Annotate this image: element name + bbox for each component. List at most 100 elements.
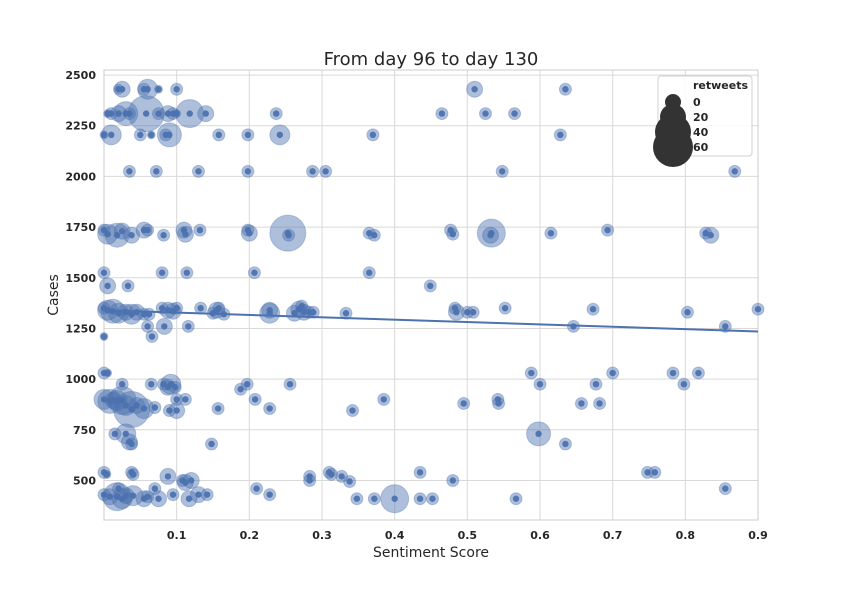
data-point [253,485,260,492]
data-point [244,168,252,175]
legend-label: 0 [693,96,701,109]
data-point [286,380,294,388]
data-point [310,309,317,316]
data-point [151,404,159,411]
data-point [100,131,108,139]
data-point [158,269,166,276]
data-point [128,406,135,413]
data-point [122,492,129,499]
legend: retweets 0 20 40 60 [653,75,753,167]
data-point [285,232,292,239]
data-point [122,402,129,409]
data-point [266,491,273,498]
data-point [535,430,542,438]
data-point [144,226,151,234]
data-point [589,305,597,313]
data-point [536,380,544,388]
data-point [251,396,259,403]
x-axis-label: Sentiment Score [373,545,489,561]
data-point [173,304,180,312]
data-point [371,495,378,502]
data-point [427,282,434,290]
data-point [471,86,478,93]
data-point [124,282,132,290]
data-point [246,229,253,237]
data-point [118,86,126,93]
data-point [215,304,223,312]
data-point [153,168,160,175]
data-point [185,323,192,330]
data-point [237,386,244,393]
data-point [197,304,204,312]
data-point [644,469,651,476]
chart-title: From day 96 to day 130 [324,49,539,70]
data-point [186,110,193,117]
x-tick-label: 0.3 [312,529,332,542]
data-point [380,396,387,403]
data-point [133,402,140,409]
y-tick-label: 750 [73,424,96,437]
data-point [129,492,137,499]
data-point [251,269,258,276]
data-point [183,269,191,276]
data-point [115,485,122,492]
data-point [349,407,356,414]
data-point [118,380,126,388]
data-point [155,86,162,93]
data-point [100,333,108,340]
data-point [140,405,148,412]
data-point [196,226,204,234]
x-tick-labels: 0.1 0.2 0.3 0.4 0.5 0.6 0.7 0.8 0.9 [167,529,768,542]
x-tick-label: 0.1 [167,529,187,542]
data-point [722,323,729,330]
data-point [680,380,688,388]
data-point [460,400,467,407]
data-point [148,333,156,340]
data-point [346,478,353,485]
data-point [469,309,477,316]
trend-line [103,309,759,333]
data-point [173,110,180,117]
data-point [100,396,108,403]
data-point [166,407,173,414]
data-point [100,269,108,276]
data-point [495,400,502,407]
x-tick-label: 0.2 [240,529,260,542]
data-point [182,230,189,238]
x-tick-label: 0.6 [530,529,550,542]
data-point [562,86,569,93]
data-point [592,380,600,388]
data-point [306,477,313,484]
x-tick-label: 0.5 [458,529,478,542]
y-tick-label: 2000 [65,170,96,183]
data-point [195,168,202,175]
data-point [291,310,298,317]
data-point [215,131,223,139]
data-point [195,491,202,498]
data-point [142,110,150,117]
data-point [113,493,121,500]
data-point [722,485,729,492]
data-point [129,471,137,478]
data-point [202,110,209,117]
data-point [604,226,611,234]
data-point [161,323,168,330]
x-tick-label: 0.9 [748,529,768,542]
data-point [487,232,494,239]
data-point [557,131,564,139]
data-point [300,309,308,316]
y-tick-label: 1000 [65,373,96,386]
data-point [499,168,506,175]
legend-label: 20 [693,111,709,124]
data-point [208,440,215,448]
data-point [182,396,189,403]
data-point [144,86,151,93]
data-point [669,369,677,377]
data-point [113,397,121,404]
y-tick-label: 1500 [65,272,96,285]
data-point [166,131,173,139]
x-tick-label: 0.8 [676,529,696,542]
y-tick-labels: 500 750 1000 1250 1500 1750 2000 2250 2500 [65,69,96,487]
data-point [702,229,709,237]
